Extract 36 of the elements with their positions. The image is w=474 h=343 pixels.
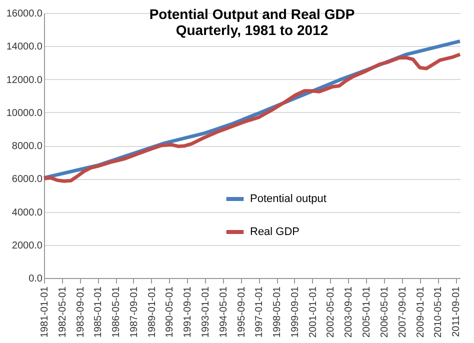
x-tick-label: 2010-05-01 bbox=[433, 286, 444, 338]
y-tick-label: 12000.0 bbox=[6, 74, 43, 86]
x-tick-label: 2006-05-01 bbox=[379, 286, 390, 338]
x-tick-label: 1981-01-01 bbox=[40, 286, 50, 338]
y-tick-label: 2000.0 bbox=[12, 240, 43, 252]
x-tick-label: 2003-09-01 bbox=[344, 286, 355, 338]
y-tick-label: 14000.0 bbox=[6, 42, 43, 53]
x-tick-label: 1982-05-01 bbox=[57, 286, 68, 338]
x-tick-label: 1987-09-01 bbox=[128, 286, 140, 338]
x-tick-label: 2007-09-01 bbox=[397, 286, 408, 338]
x-tick-label: 2009-01-01 bbox=[415, 286, 426, 338]
legend-label: Real GDP bbox=[250, 226, 300, 238]
x-tick-label: 2001-01-01 bbox=[308, 286, 319, 338]
x-tick-label: 1993-01-01 bbox=[200, 286, 212, 338]
x-tick-label: 1990-05-01 bbox=[164, 286, 176, 338]
y-tick-label: 8000.0 bbox=[12, 141, 43, 152]
x-tick-label: 1985-01-01 bbox=[93, 286, 104, 338]
y-tick-label: 10000.0 bbox=[6, 108, 43, 119]
x-tick-label: 1986-05-01 bbox=[111, 286, 122, 338]
x-tick-label: 1994-05-01 bbox=[218, 286, 230, 338]
x-tick-label: 2011-09-01 bbox=[451, 286, 462, 337]
y-tick-label: 0.0 bbox=[28, 274, 43, 284]
x-tick-label: 2002-05-01 bbox=[326, 286, 337, 338]
x-tick-label: 2005-01-01 bbox=[362, 286, 373, 338]
y-tick-label: 16000.0 bbox=[6, 8, 43, 20]
x-tick-label: 1983-09-01 bbox=[75, 286, 86, 338]
y-tick-label: 4000.0 bbox=[12, 207, 43, 218]
x-tick-label: 1989-01-01 bbox=[146, 286, 158, 338]
x-tick-label: 1991-09-01 bbox=[182, 286, 194, 338]
legend-label: Potential output bbox=[250, 193, 326, 205]
x-tick-label: 1997-01-01 bbox=[254, 286, 266, 338]
x-tick-label: 1998-05-01 bbox=[272, 286, 284, 338]
chart-title: Potential Output and Real GDP Quarterly, 1981 to 2012 bbox=[149, 6, 355, 38]
y-tick-label: 6000.0 bbox=[12, 174, 43, 186]
x-tick-label: 1995-09-01 bbox=[236, 286, 248, 338]
x-tick-label: 1999-09-01 bbox=[290, 286, 301, 338]
